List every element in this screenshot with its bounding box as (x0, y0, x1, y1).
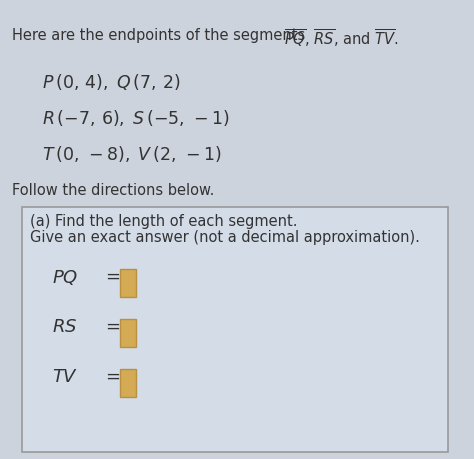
Text: Here are the endpoints of the segments: Here are the endpoints of the segments (12, 28, 310, 43)
Text: =: = (105, 318, 120, 336)
Text: $\overline{\mathit{PQ}}$, $\overline{\mathit{RS}}$, and $\overline{\mathit{TV}}$: $\overline{\mathit{PQ}}$, $\overline{\ma… (284, 28, 399, 50)
Text: =: = (105, 368, 120, 386)
Text: Follow the directions below.: Follow the directions below. (12, 183, 214, 198)
Text: =: = (105, 268, 120, 286)
Text: $\mathit{P}\,(0,\,4),\;\mathit{Q}\,(7,\,2)$: $\mathit{P}\,(0,\,4),\;\mathit{Q}\,(7,\,… (42, 72, 181, 92)
Text: $\mathit{R}\,(-7,\,6),\;\mathit{S}\,(-5,\,-1)$: $\mathit{R}\,(-7,\,6),\;\mathit{S}\,(-5,… (42, 108, 230, 128)
Text: $\mathit{T}\,(0,\,-8),\;\mathit{V}\,(2,\,-1)$: $\mathit{T}\,(0,\,-8),\;\mathit{V}\,(2,\… (42, 144, 222, 164)
Bar (120, 319, 136, 347)
Bar (120, 369, 136, 397)
Bar (22, 207, 448, 452)
Text: $\mathit{PQ}$: $\mathit{PQ}$ (52, 268, 78, 287)
Text: Give an exact answer (not a decimal approximation).: Give an exact answer (not a decimal appr… (30, 230, 420, 245)
Text: $\mathit{RS}$: $\mathit{RS}$ (52, 318, 77, 336)
Text: $\mathit{TV}$: $\mathit{TV}$ (52, 368, 78, 386)
Text: (a) Find the length of each segment.: (a) Find the length of each segment. (30, 214, 298, 229)
Bar (120, 269, 136, 297)
